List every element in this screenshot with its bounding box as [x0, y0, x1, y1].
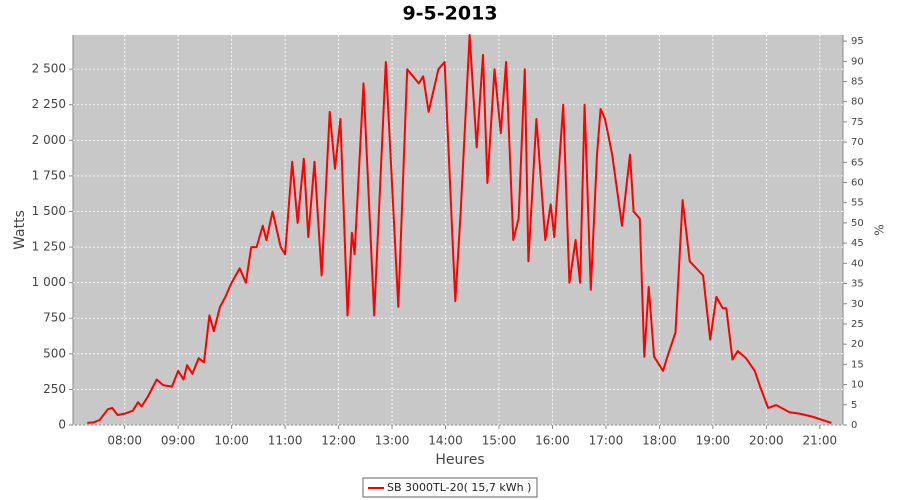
y2-tick-label: 0 — [851, 420, 857, 431]
y2-tick-label: 15 — [851, 359, 864, 370]
y-tick-label: 250 — [43, 382, 66, 396]
x-tick-label: 13:00 — [375, 434, 410, 448]
x-tick-label: 16:00 — [535, 434, 570, 448]
y-tick-label: 750 — [43, 311, 66, 325]
y2-tick-label: 20 — [851, 339, 864, 350]
x-tick-label: 17:00 — [589, 434, 624, 448]
x-tick-label: 15:00 — [482, 434, 517, 448]
x-tick-label: 20:00 — [749, 434, 784, 448]
x-tick-label: 19:00 — [696, 434, 731, 448]
y-tick-label: 0 — [58, 418, 66, 432]
y-tick-label: 2 000 — [32, 133, 66, 147]
y2-tick-label: 90 — [851, 56, 864, 67]
x-tick-label: 08:00 — [107, 434, 142, 448]
y2-tick-label: 35 — [851, 279, 864, 290]
y-tick-label: 1 250 — [32, 240, 66, 254]
chart-title: 9-5-2013 — [402, 3, 497, 25]
y2-tick-label: 70 — [851, 137, 864, 148]
y2-tick-label: 50 — [851, 218, 864, 229]
y2-tick-label: 55 — [851, 198, 864, 209]
x-tick-label: 12:00 — [321, 434, 356, 448]
y-tick-label: 1 500 — [32, 204, 66, 218]
y-axis-label: Watts — [12, 210, 28, 250]
y-tick-label: 1 750 — [32, 168, 66, 182]
y2-tick-label: 85 — [851, 76, 864, 87]
x-tick-label: 14:00 — [428, 434, 463, 448]
legend — [362, 477, 538, 498]
line-series — [87, 34, 832, 424]
y-tick-label: 2 500 — [32, 62, 66, 76]
y2-tick-label: 45 — [851, 238, 864, 249]
x-tick-label: 11:00 — [268, 434, 303, 448]
y2-tick-label: 30 — [851, 299, 864, 310]
y2-tick-label: 75 — [851, 117, 864, 128]
y2-axis-label: % — [873, 224, 887, 235]
y2-tick-label: 25 — [851, 319, 864, 330]
y-tick-label: 500 — [43, 346, 66, 360]
y2-tick-label: 95 — [851, 36, 864, 47]
x-tick-label: 21:00 — [803, 434, 838, 448]
y-tick-label: 1 000 — [32, 275, 66, 289]
legend-label: SB 3000TL-20( 15,7 kWh ) — [387, 481, 531, 494]
y2-tick-label: 40 — [851, 258, 864, 269]
x-tick-label: 18:00 — [642, 434, 677, 448]
y2-tick-label: 5 — [851, 400, 857, 411]
y-tick-label: 2 250 — [32, 97, 66, 111]
x-tick-label: 10:00 — [214, 434, 249, 448]
x-tick-label: 09:00 — [161, 434, 196, 448]
y2-tick-label: 65 — [851, 157, 864, 168]
x-axis-label: Heures — [435, 452, 484, 468]
y2-tick-label: 60 — [851, 178, 864, 189]
y2-tick-label: 80 — [851, 97, 864, 108]
y2-tick-label: 10 — [851, 380, 864, 391]
